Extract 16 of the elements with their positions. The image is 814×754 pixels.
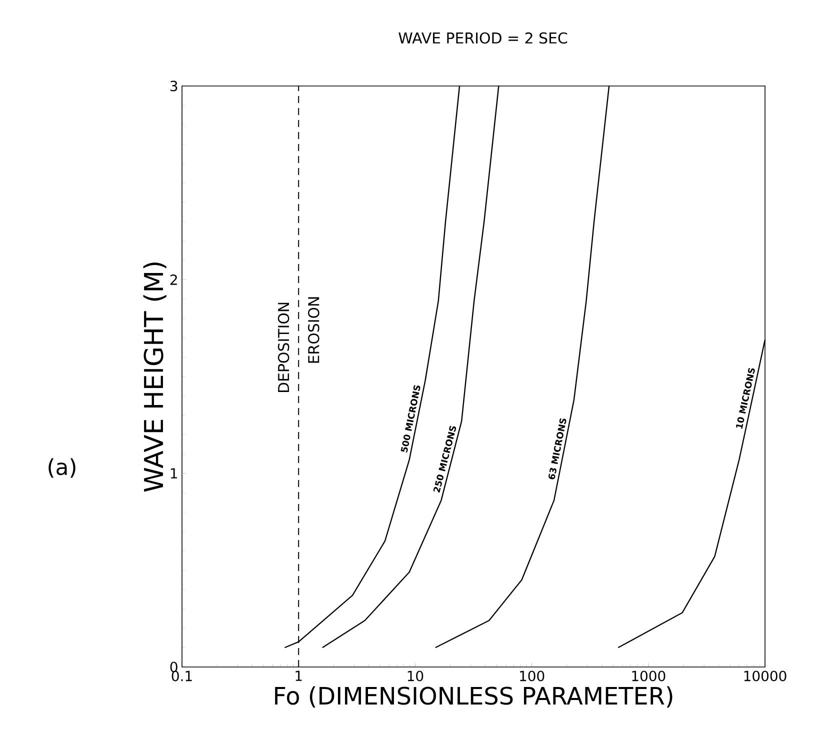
x-tick-label: 10 [408, 670, 424, 682]
x-tick-label: 10000 [744, 670, 786, 682]
y-tick-label: 0 [170, 662, 178, 672]
annotation: EROSION [308, 297, 320, 363]
y-tick-label: 3 [170, 80, 178, 92]
x-axis-title: Fo (DIMENSIONLESS PARAMETER) [275, 686, 672, 708]
y-tick-label: 2 [170, 274, 177, 285]
x-tick-label: 1 [296, 670, 302, 681]
y-tick-label: 1 [170, 468, 177, 478]
y-axis-title: WAVE HEIGHT (M) [143, 262, 166, 492]
x-tick-label: 1000 [632, 670, 666, 682]
annotation: DEPOSITION [278, 302, 290, 392]
text: (a) [48, 458, 76, 478]
x-tick-label: 100 [520, 670, 544, 682]
x-tick-label: 0.1 [172, 670, 192, 682]
chart-title: WAVE PERIOD = 2 SEC [398, 32, 568, 44]
